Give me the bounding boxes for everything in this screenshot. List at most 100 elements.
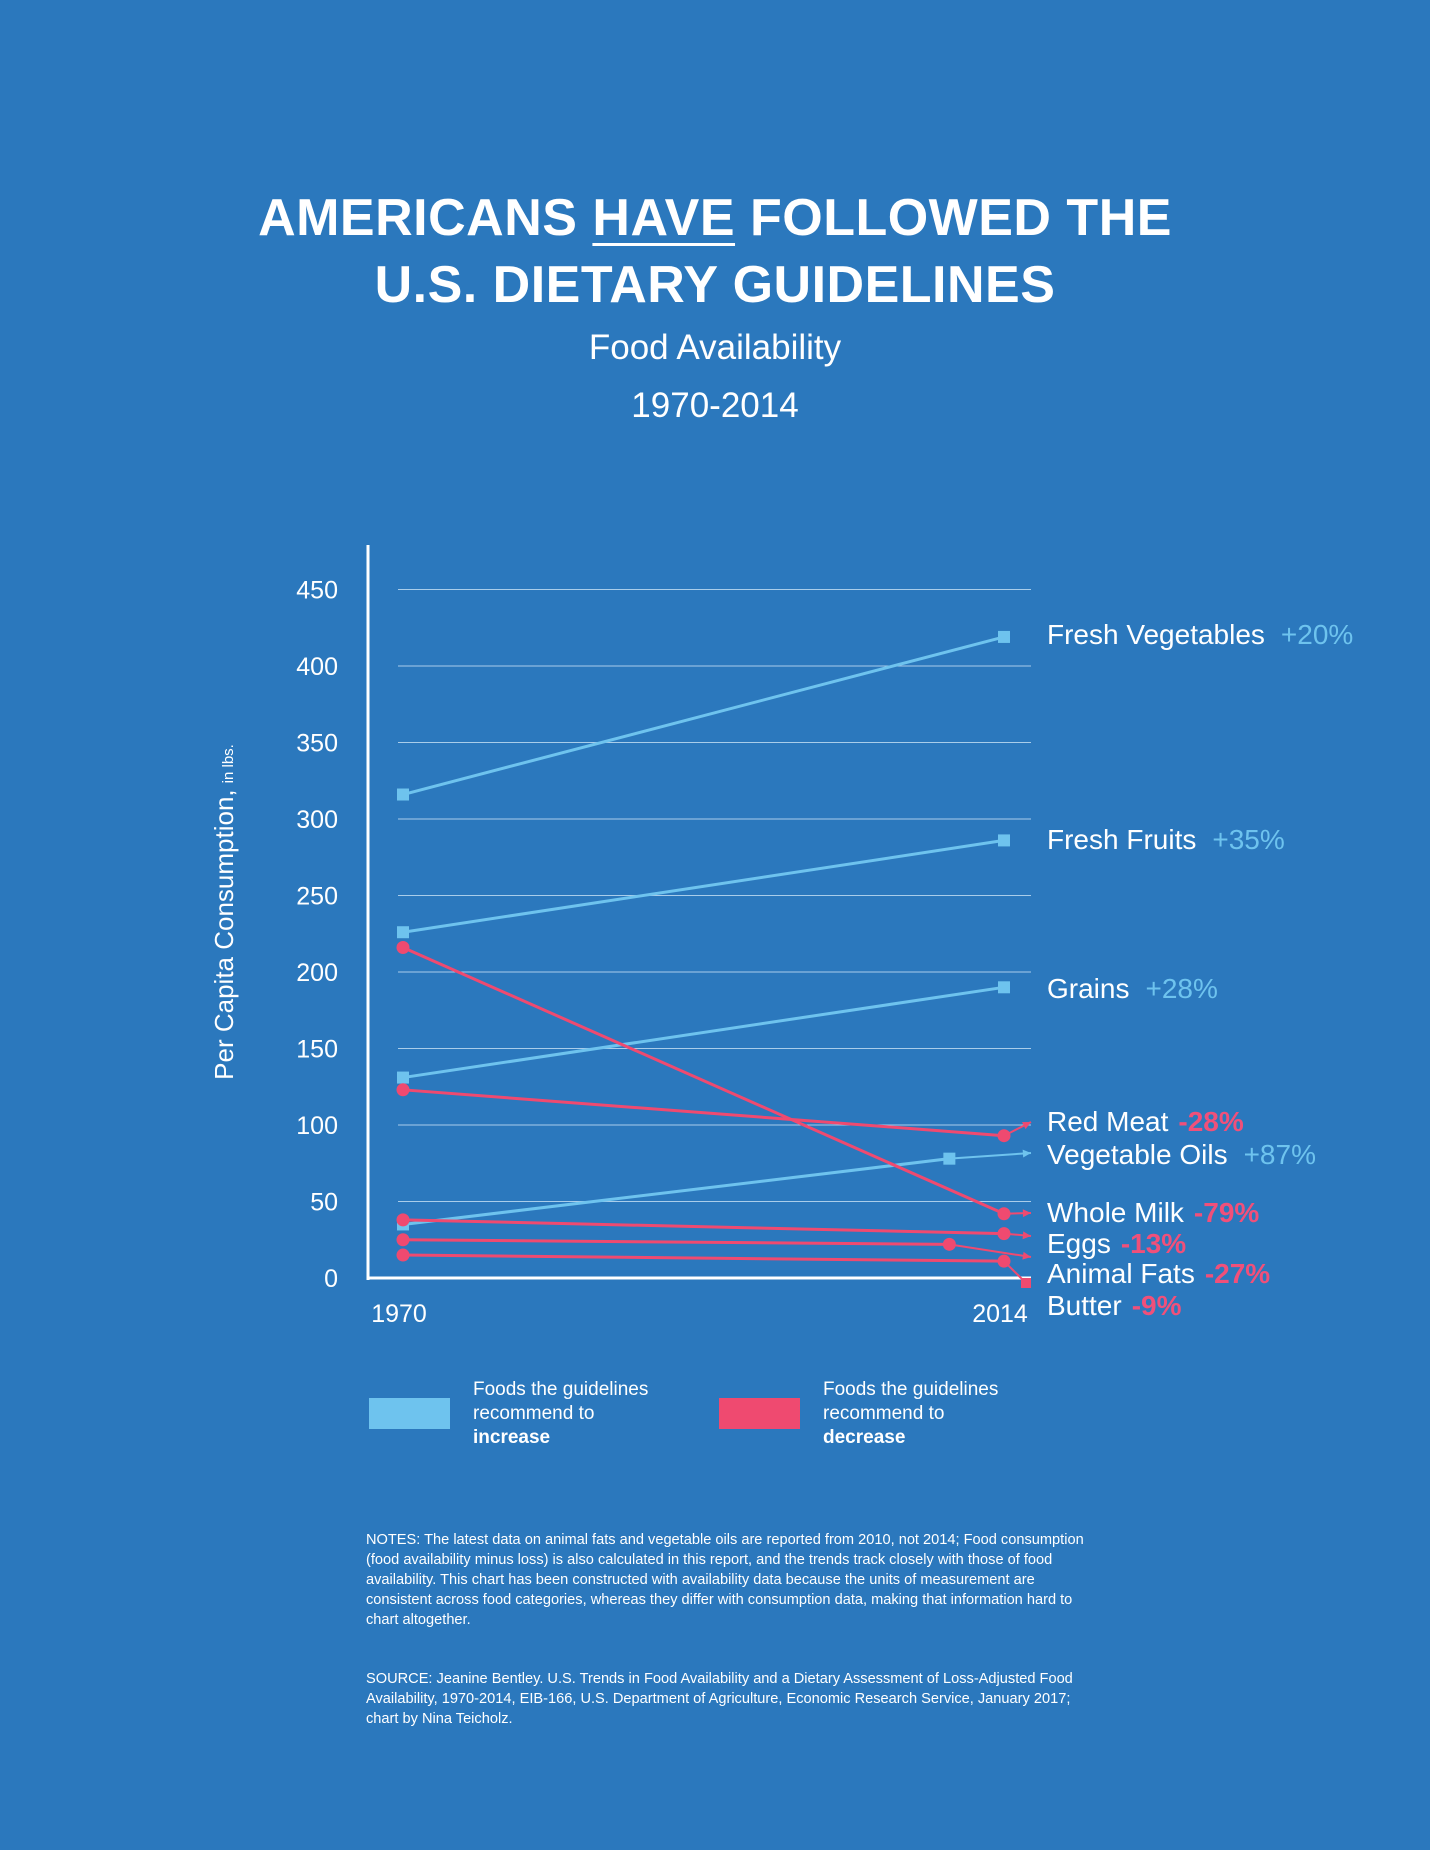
data-point-square <box>397 926 409 939</box>
x-tick-label: 1970 <box>371 1300 427 1328</box>
series-name: Eggs <box>1047 1228 1111 1259</box>
series-label-grains: Grains +28% <box>1047 973 1218 1004</box>
title-text: AMERICANS <box>258 189 593 247</box>
notes-text: NOTES: The latest data on animal fats an… <box>366 1532 1084 1628</box>
series-butter <box>396 1248 1031 1288</box>
end-marker <box>1021 1278 1031 1288</box>
y-tick-label: 250 <box>296 883 338 911</box>
legend-text-decrease: Foods the guidelines recommend to decrea… <box>823 1378 1053 1450</box>
series-change: +20% <box>1281 619 1353 650</box>
chart-title-line-1: AMERICANS HAVE FOLLOWED THE <box>0 188 1430 248</box>
data-point-square <box>998 834 1010 847</box>
legend-swatch-increase <box>369 1398 450 1429</box>
series-label-fresh-fruits: Fresh Fruits +35% <box>1047 824 1285 855</box>
series-fresh-fruits <box>397 834 1010 939</box>
arrow-head-icon <box>1022 1209 1031 1218</box>
series-name: Red Meat <box>1047 1106 1169 1137</box>
y-tick-label: 50 <box>310 1189 338 1217</box>
legend-line: recommend to <box>823 1403 945 1424</box>
series-label-eggs: Eggs -13% <box>1047 1228 1186 1259</box>
series-line <box>402 1253 1005 1263</box>
series-name: Grains <box>1047 973 1129 1004</box>
y-tick-label: 350 <box>296 730 338 758</box>
data-point-circle <box>396 1083 410 1097</box>
series-change: -13% <box>1121 1228 1186 1259</box>
legend-line-bold: increase <box>473 1427 551 1448</box>
series-name: Whole Milk <box>1047 1197 1185 1228</box>
arrow-head-icon <box>1022 1251 1031 1260</box>
series-line <box>402 946 1005 1216</box>
data-point-circle <box>396 1248 410 1262</box>
legend-line-bold: decrease <box>823 1427 906 1448</box>
data-point-square <box>998 630 1010 643</box>
data-point-square <box>998 981 1010 994</box>
data-point-square <box>943 1152 956 1165</box>
series-name: Fresh Vegetables <box>1047 619 1265 650</box>
series-eggs <box>396 1213 1032 1241</box>
y-tick-label: 300 <box>296 806 338 834</box>
series-label-fresh-vegetables: Fresh Vegetables +20% <box>1047 619 1353 650</box>
data-point-square <box>397 1071 409 1084</box>
series-label-red-meat: Red Meat -28% <box>1047 1106 1244 1137</box>
series-change: -28% <box>1178 1106 1243 1137</box>
chart-year-range: 1970-2014 <box>631 386 799 425</box>
data-point-circle <box>396 941 410 955</box>
y-tick-label: 450 <box>296 577 338 605</box>
series-grains <box>397 981 1010 1084</box>
series-animal-fats <box>396 1233 1032 1260</box>
series-label-animal-fats: Animal Fats -27% <box>1047 1258 1270 1289</box>
x-tick-label: 2014 <box>972 1300 1028 1328</box>
y-tick-label: 100 <box>296 1112 338 1140</box>
series-change: +28% <box>1145 973 1217 1004</box>
y-axis-label: Per Capita Consumption, in lbs. <box>209 744 239 1080</box>
series-label-butter: Butter -9% <box>1047 1290 1182 1321</box>
series-line <box>402 1218 1005 1236</box>
legend-swatch-decrease <box>719 1398 800 1429</box>
y-axis-label-main: Per Capita Consumption, <box>209 789 239 1079</box>
leader-line <box>949 1243 1032 1258</box>
legend-text-increase: Foods the guidelines recommend to increa… <box>473 1378 703 1450</box>
y-tick-label: 400 <box>296 653 338 681</box>
series-change: -27% <box>1205 1258 1270 1289</box>
series-red-meat <box>396 1083 1032 1143</box>
series-label-whole-milk: Whole Milk -79% <box>1047 1197 1259 1228</box>
title-text: FOLLOWED THE <box>735 189 1172 247</box>
series-line <box>402 838 1005 934</box>
chart-subtitle: Food Availability <box>588 328 842 367</box>
leader-line <box>949 1152 1032 1160</box>
y-axis-label-unit: in lbs. <box>220 744 237 783</box>
data-point-circle <box>396 1233 410 1247</box>
series-name: Fresh Fruits <box>1047 824 1196 855</box>
series-change: -79% <box>1194 1197 1259 1228</box>
series-line <box>402 1238 950 1246</box>
arrow-head-icon <box>1022 1122 1031 1130</box>
title-emphasis: HAVE <box>592 189 736 247</box>
data-point-circle <box>396 1213 410 1227</box>
arrow-head-icon <box>1022 1231 1031 1240</box>
series-change: -9% <box>1132 1290 1182 1321</box>
series-label-vegetable-oils: Vegetable Oils +87% <box>1047 1139 1316 1170</box>
series-line <box>402 985 1005 1080</box>
data-point-circle <box>997 1129 1011 1143</box>
legend-line: Foods the guidelines <box>823 1379 999 1400</box>
data-point-circle <box>997 1207 1011 1221</box>
legend-line: Foods the guidelines <box>473 1379 649 1400</box>
chart-title-line-2: U.S. DIETARY GUIDELINES <box>374 256 1056 314</box>
data-point-circle <box>942 1237 956 1251</box>
legend-line: recommend to <box>473 1403 595 1424</box>
y-tick-label: 200 <box>296 959 338 987</box>
series-name: Vegetable Oils <box>1047 1139 1228 1170</box>
series-fresh-vegetables <box>397 630 1010 801</box>
series-line <box>402 1157 950 1226</box>
series-vegetable-oils <box>397 1149 1032 1231</box>
series-change: +35% <box>1212 824 1284 855</box>
series-line <box>402 635 1005 796</box>
data-point-circle <box>997 1227 1011 1241</box>
data-point-circle <box>997 1254 1011 1268</box>
source-text: SOURCE: Jeanine Bentley. U.S. Trends in … <box>366 1671 1073 1727</box>
series-change: +87% <box>1244 1139 1316 1170</box>
series-line <box>402 1088 1005 1138</box>
series-whole-milk <box>396 941 1032 1221</box>
y-tick-label: 150 <box>296 1036 338 1064</box>
